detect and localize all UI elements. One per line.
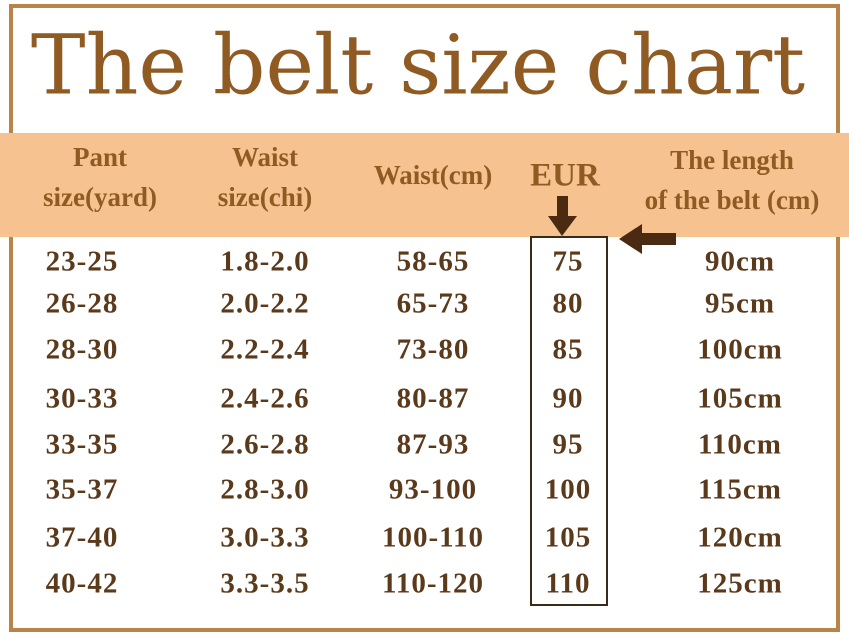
table-cell: 105	[545, 522, 592, 554]
table-cell: 95cm	[705, 288, 775, 320]
table-cell: 2.0-2.2	[220, 288, 309, 320]
table-cell: 3.0-3.3	[220, 522, 309, 554]
table-cell: 65-73	[397, 288, 470, 320]
table-cell: 87-93	[397, 429, 470, 461]
header-cell: The length	[670, 145, 794, 175]
frame	[9, 4, 840, 632]
table-cell: 120cm	[697, 522, 783, 554]
table-cell: 90cm	[705, 246, 775, 278]
table-cell: 26-28	[46, 288, 119, 320]
header-cell: EUR	[530, 158, 601, 194]
table-cell: 2.6-2.8	[220, 429, 309, 461]
table-cell: 105cm	[697, 383, 783, 415]
table-cell: 90	[553, 383, 584, 415]
table-cell: 35-37	[46, 474, 119, 506]
table-cell: 80-87	[397, 383, 470, 415]
table-cell: 37-40	[46, 522, 119, 554]
header-cell: Pant	[73, 142, 127, 172]
table-cell: 85	[553, 334, 584, 366]
table-cell: 1.8-2.0	[220, 246, 309, 278]
table-cell: 58-65	[397, 246, 470, 278]
table-cell: 100cm	[697, 334, 783, 366]
table: Pant size(yard) Waist size(chi) Waist(cm) EUR…	[43, 142, 819, 599]
table-cell: 2.2-2.4	[220, 334, 309, 366]
table-cell: 93-100	[389, 474, 477, 506]
table-cell: 2.4-2.6	[220, 383, 309, 415]
table-cell: 33-35	[46, 429, 119, 461]
table-cell: 23-25	[46, 246, 119, 278]
table-cell: 3.3-3.5	[220, 568, 309, 600]
header-cell: of the belt (cm)	[645, 185, 820, 215]
table-cell: 30-33	[46, 383, 119, 415]
header-cell: size(chi)	[218, 182, 312, 212]
table-cell: 110-120	[382, 568, 484, 600]
table-cell: 110cm	[698, 429, 782, 461]
table-cell: 80	[553, 288, 584, 320]
title: The belt size chart	[31, 19, 805, 114]
table-cell: 40-42	[46, 568, 119, 600]
eur-highlight	[530, 236, 608, 606]
left-arrow	[619, 224, 676, 254]
table-cell: 100	[545, 474, 592, 506]
table-cell: 110	[546, 568, 591, 600]
header-cell: Waist(cm)	[374, 160, 492, 190]
down-arrow	[548, 196, 577, 236]
table-cell: 115cm	[698, 474, 782, 506]
table-cell: 73-80	[397, 334, 470, 366]
table-cell: 2.8-3.0	[220, 474, 309, 506]
header-band	[0, 133, 849, 237]
header-cell: size(yard)	[43, 182, 157, 212]
table-cell: 75	[553, 246, 584, 278]
table-cell: 100-110	[382, 522, 484, 554]
table-cell: 28-30	[46, 334, 119, 366]
table-cell: 95	[553, 429, 584, 461]
table-cell: 125cm	[697, 568, 783, 600]
header-cell: Waist	[232, 142, 298, 172]
